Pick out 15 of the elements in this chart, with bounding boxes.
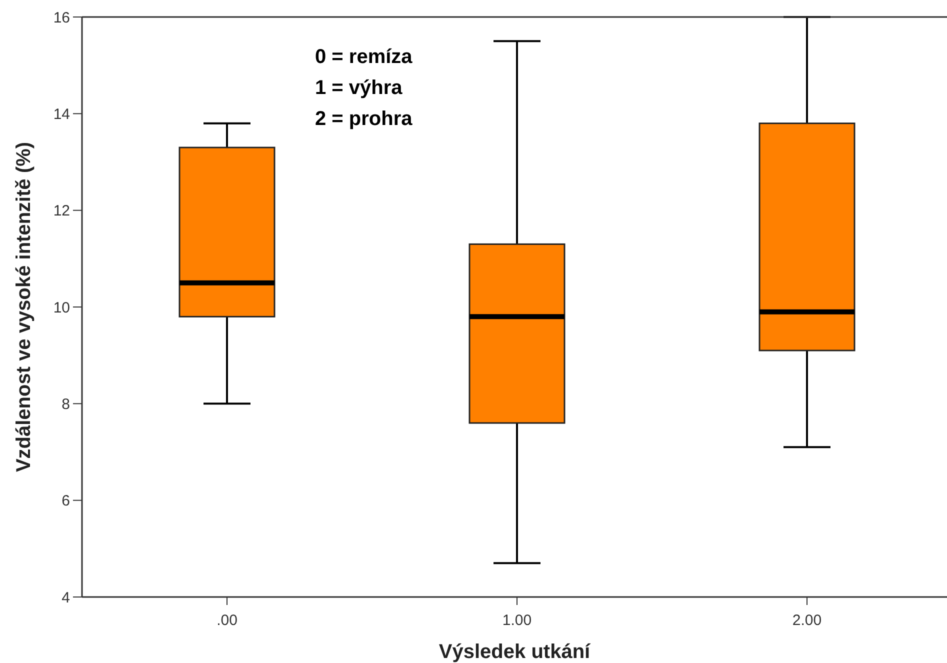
- y-tick-label: 8: [62, 396, 70, 413]
- annotation: 2 = prohra: [315, 108, 414, 130]
- x-axis-title: Výsledek utkání: [438, 641, 592, 663]
- x-tick-label: .00: [216, 612, 238, 629]
- y-axis-title: Vzdálenost ve vysoké intenzitě (%): [13, 142, 35, 472]
- annotation: 1 = výhra: [315, 77, 404, 99]
- y-tick-label: 12: [53, 202, 70, 220]
- x-tick-label: 2.00: [792, 612, 822, 629]
- y-tick-label: 10: [53, 299, 70, 316]
- y-tick-label: 14: [53, 106, 70, 123]
- y-tick-label: 4: [62, 589, 70, 606]
- annotation: 0 = remíza: [315, 46, 414, 68]
- y-tick-label: 6: [62, 492, 70, 510]
- x-tick-label: 1.00: [502, 612, 532, 629]
- y-tick-label: 16: [53, 9, 70, 26]
